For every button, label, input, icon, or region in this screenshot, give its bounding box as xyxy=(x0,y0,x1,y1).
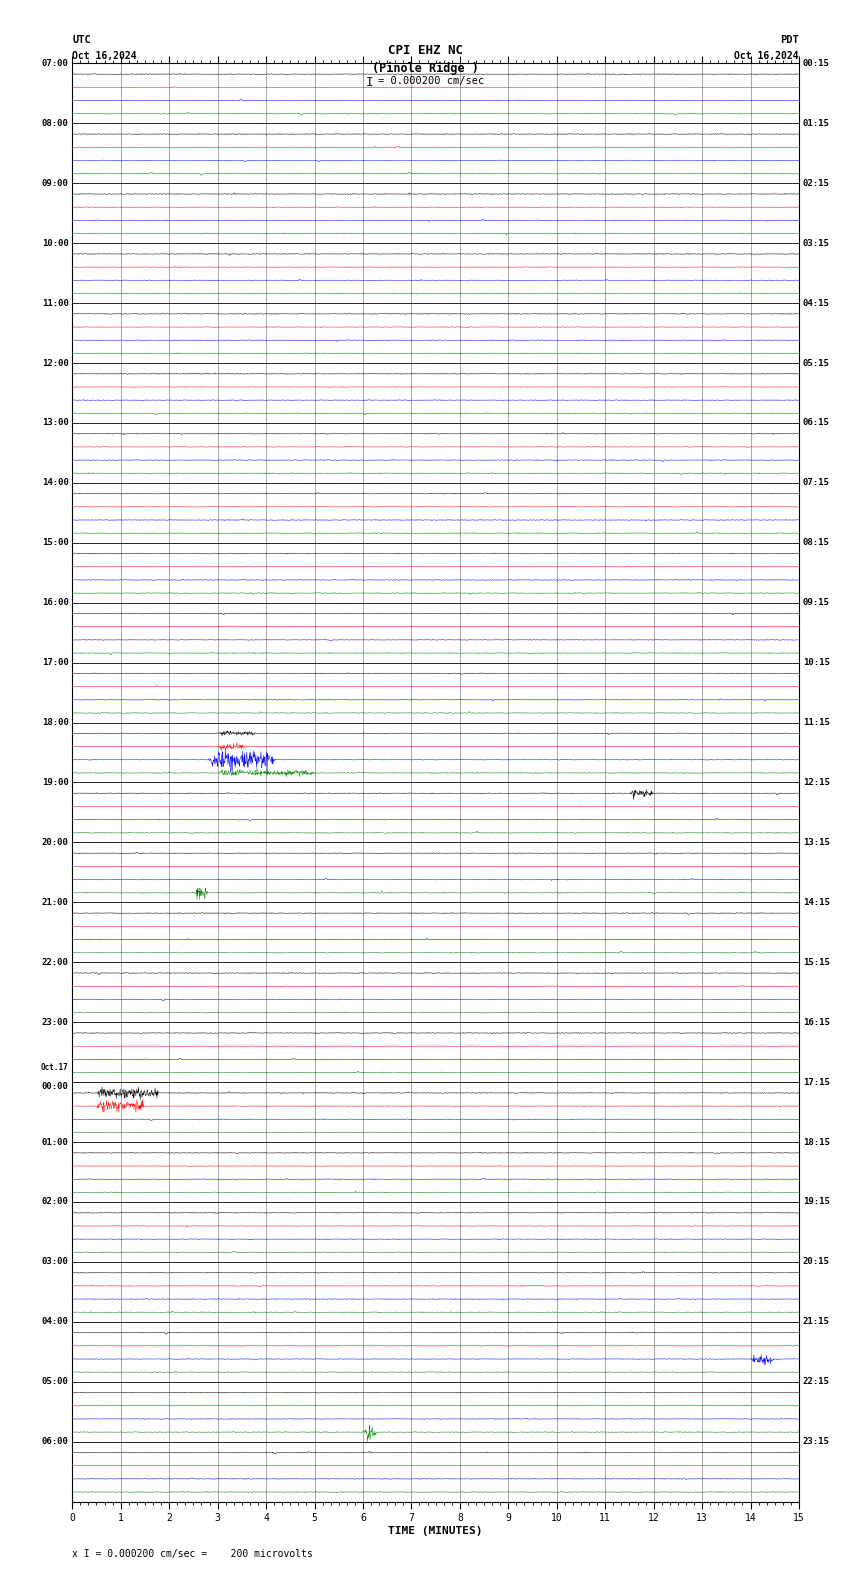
Text: 22:15: 22:15 xyxy=(802,1376,830,1386)
Text: 00:00: 00:00 xyxy=(42,1082,69,1091)
Text: UTC: UTC xyxy=(72,35,91,44)
Text: 14:15: 14:15 xyxy=(802,898,830,908)
Text: 17:15: 17:15 xyxy=(802,1077,830,1087)
Text: 11:00: 11:00 xyxy=(42,298,69,307)
Text: 09:15: 09:15 xyxy=(802,599,830,607)
Text: 02:00: 02:00 xyxy=(42,1198,69,1207)
X-axis label: TIME (MINUTES): TIME (MINUTES) xyxy=(388,1527,483,1536)
Text: 23:15: 23:15 xyxy=(802,1437,830,1446)
Text: 04:15: 04:15 xyxy=(802,298,830,307)
Text: 03:15: 03:15 xyxy=(802,239,830,247)
Text: 01:00: 01:00 xyxy=(42,1137,69,1147)
Text: 20:00: 20:00 xyxy=(42,838,69,847)
Text: 09:00: 09:00 xyxy=(42,179,69,188)
Text: 05:15: 05:15 xyxy=(802,358,830,367)
Text: 10:15: 10:15 xyxy=(802,657,830,667)
Text: Oct 16,2024: Oct 16,2024 xyxy=(72,51,137,60)
Text: 19:15: 19:15 xyxy=(802,1198,830,1207)
Text: 18:15: 18:15 xyxy=(802,1137,830,1147)
Text: = 0.000200 cm/sec: = 0.000200 cm/sec xyxy=(378,76,484,86)
Text: 07:00: 07:00 xyxy=(42,59,69,68)
Text: 10:00: 10:00 xyxy=(42,239,69,247)
Text: PDT: PDT xyxy=(780,35,799,44)
Text: 05:00: 05:00 xyxy=(42,1376,69,1386)
Text: Oct 16,2024: Oct 16,2024 xyxy=(734,51,799,60)
Text: 06:15: 06:15 xyxy=(802,418,830,428)
Text: 08:15: 08:15 xyxy=(802,539,830,548)
Text: 17:00: 17:00 xyxy=(42,657,69,667)
Text: 15:15: 15:15 xyxy=(802,958,830,966)
Text: CPI EHZ NC: CPI EHZ NC xyxy=(388,44,462,57)
Text: 14:00: 14:00 xyxy=(42,478,69,488)
Text: Oct.17: Oct.17 xyxy=(41,1063,69,1072)
Text: 02:15: 02:15 xyxy=(802,179,830,188)
Text: 03:00: 03:00 xyxy=(42,1258,69,1267)
Text: (Pinole Ridge ): (Pinole Ridge ) xyxy=(371,62,479,74)
Text: 15:00: 15:00 xyxy=(42,539,69,548)
Text: 01:15: 01:15 xyxy=(802,119,830,128)
Text: 20:15: 20:15 xyxy=(802,1258,830,1267)
Text: 21:00: 21:00 xyxy=(42,898,69,908)
Text: 04:00: 04:00 xyxy=(42,1318,69,1326)
Text: I: I xyxy=(366,76,373,89)
Text: 19:00: 19:00 xyxy=(42,778,69,787)
Text: 00:15: 00:15 xyxy=(802,59,830,68)
Text: 13:00: 13:00 xyxy=(42,418,69,428)
Text: x I = 0.000200 cm/sec =    200 microvolts: x I = 0.000200 cm/sec = 200 microvolts xyxy=(72,1549,313,1559)
Text: 12:00: 12:00 xyxy=(42,358,69,367)
Text: 07:15: 07:15 xyxy=(802,478,830,488)
Text: 06:00: 06:00 xyxy=(42,1437,69,1446)
Text: 18:00: 18:00 xyxy=(42,718,69,727)
Text: 08:00: 08:00 xyxy=(42,119,69,128)
Text: 23:00: 23:00 xyxy=(42,1017,69,1026)
Text: 16:00: 16:00 xyxy=(42,599,69,607)
Text: 22:00: 22:00 xyxy=(42,958,69,966)
Text: 12:15: 12:15 xyxy=(802,778,830,787)
Text: 11:15: 11:15 xyxy=(802,718,830,727)
Text: 16:15: 16:15 xyxy=(802,1017,830,1026)
Text: 21:15: 21:15 xyxy=(802,1318,830,1326)
Text: 13:15: 13:15 xyxy=(802,838,830,847)
